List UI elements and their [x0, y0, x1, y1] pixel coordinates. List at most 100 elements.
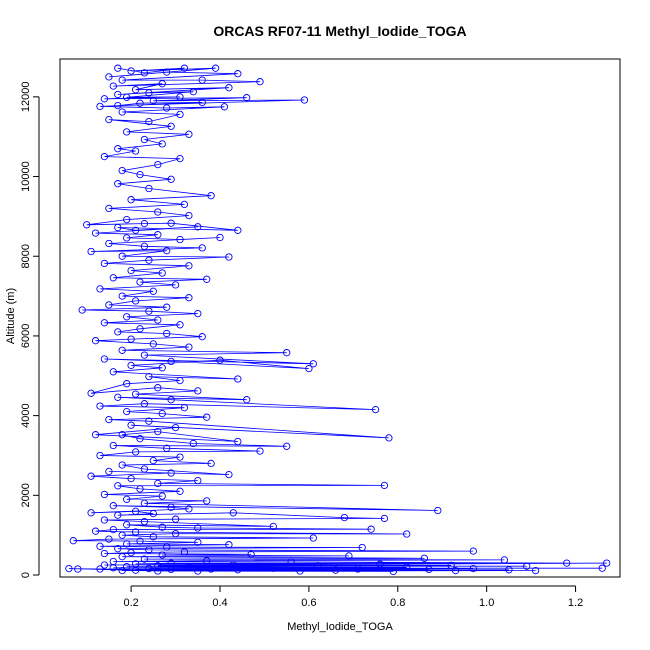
data-point: [198, 244, 206, 252]
data-point: [451, 566, 460, 575]
data-point: [96, 565, 104, 573]
data-point: [180, 200, 189, 209]
data-point: [100, 152, 109, 161]
y-axis: 0 2000 4000 6000 8000 10000 12000: [20, 82, 40, 578]
x-tick-label: 0.8: [390, 597, 405, 609]
data-point: [140, 517, 149, 526]
series-line: [68, 67, 607, 572]
data-point: [136, 278, 144, 286]
data-point: [118, 566, 126, 575]
data-point: [127, 196, 135, 204]
data-point: [109, 368, 117, 376]
data-point: [158, 140, 166, 148]
data-point: [158, 409, 166, 418]
plot-frame: [59, 58, 621, 578]
data-point: [136, 485, 144, 493]
data-point: [176, 110, 184, 119]
data-point: [171, 529, 180, 538]
data-point: [447, 561, 455, 570]
data-point: [403, 530, 411, 538]
data-point: [198, 76, 206, 84]
data-point: [158, 269, 166, 277]
data-point: [136, 99, 144, 107]
data-point: [131, 297, 140, 305]
y-tick-label: 4000: [20, 403, 32, 427]
data-point: [140, 135, 149, 144]
data-point: [105, 467, 113, 476]
data-point: [163, 303, 171, 311]
data-point: [256, 78, 264, 86]
data-point: [149, 97, 157, 105]
data-point: [131, 390, 140, 398]
data-point: [109, 564, 117, 572]
data-point: [220, 103, 229, 111]
data-point: [207, 459, 215, 468]
data-point: [163, 329, 171, 338]
data-point: [243, 94, 251, 102]
data-point: [123, 407, 131, 416]
data-point: [163, 104, 171, 112]
data-point: [69, 537, 77, 545]
data-point: [194, 309, 202, 318]
data-point: [300, 96, 309, 104]
data-point: [269, 522, 277, 531]
data-point: [114, 101, 122, 110]
data-point: [296, 567, 304, 575]
data-point: [145, 307, 153, 315]
data-point: [314, 562, 322, 570]
x-axis-label: Methyl_Iodide_TOGA: [287, 621, 393, 633]
data-point: [163, 68, 171, 76]
data-point: [469, 564, 477, 573]
data-point: [114, 64, 122, 72]
data-point: [158, 80, 166, 88]
data-point: [127, 335, 135, 343]
data-point: [154, 208, 162, 216]
data-point: [140, 555, 149, 563]
data-point: [305, 364, 313, 373]
data-point: [87, 389, 95, 397]
y-tick-label: 12000: [20, 82, 32, 113]
data-point: [234, 437, 242, 446]
data-point: [114, 145, 122, 153]
data-point: [109, 502, 117, 510]
data-point: [145, 184, 153, 193]
data-point: [140, 400, 149, 408]
data-point: [203, 413, 211, 421]
data-point: [176, 321, 184, 329]
data-point: [100, 95, 109, 103]
data-point: [131, 507, 140, 515]
x-tick-label: 1.2: [568, 597, 583, 609]
data-point: [229, 561, 237, 569]
data-point: [100, 490, 109, 499]
data-point: [140, 465, 149, 473]
data-point: [167, 503, 175, 511]
data-point: [154, 160, 162, 169]
data-point: [216, 356, 224, 364]
data-point: [176, 93, 184, 101]
x-tick-label: 0.6: [301, 597, 316, 609]
data-point: [91, 229, 100, 237]
data-point: [185, 294, 193, 302]
data-point: [171, 423, 180, 432]
data-point: [123, 313, 131, 321]
data-point: [127, 474, 135, 483]
y-axis-label: Altitude (m): [5, 288, 17, 344]
data-point: [78, 306, 86, 314]
data-point: [140, 351, 149, 359]
data-point: [345, 552, 353, 560]
data-point: [145, 256, 153, 264]
data-point: [309, 360, 317, 368]
data-point: [140, 69, 149, 77]
data-point: [96, 285, 104, 293]
data-point: [149, 340, 157, 348]
data-point: [358, 543, 366, 552]
data-point: [145, 564, 153, 573]
data-point: [114, 511, 122, 519]
data-point: [185, 563, 193, 571]
data-point: [371, 405, 380, 414]
data-point: [287, 558, 295, 566]
data-point: [91, 527, 100, 535]
data-point: [123, 540, 131, 548]
data-point: [531, 566, 540, 575]
